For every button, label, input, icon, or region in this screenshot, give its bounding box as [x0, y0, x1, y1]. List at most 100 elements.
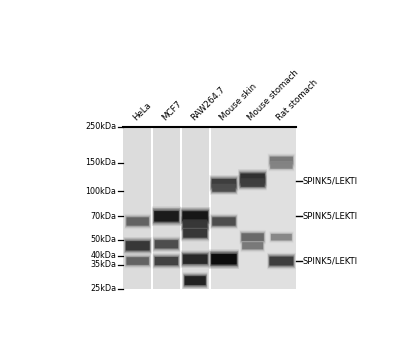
FancyBboxPatch shape — [211, 252, 237, 266]
FancyBboxPatch shape — [211, 254, 236, 264]
FancyBboxPatch shape — [241, 233, 264, 241]
FancyBboxPatch shape — [180, 207, 210, 225]
FancyBboxPatch shape — [181, 217, 209, 230]
FancyBboxPatch shape — [240, 239, 265, 252]
FancyBboxPatch shape — [126, 256, 150, 266]
Bar — [267, 127, 296, 289]
Bar — [180, 127, 182, 289]
Text: 250kDa: 250kDa — [85, 122, 116, 131]
FancyBboxPatch shape — [240, 177, 265, 188]
FancyBboxPatch shape — [126, 257, 149, 265]
FancyBboxPatch shape — [126, 241, 150, 250]
FancyBboxPatch shape — [212, 179, 236, 188]
FancyBboxPatch shape — [269, 160, 294, 171]
FancyBboxPatch shape — [209, 250, 239, 269]
FancyBboxPatch shape — [267, 253, 295, 269]
Text: 70kDa: 70kDa — [90, 212, 116, 221]
Bar — [208, 127, 211, 289]
FancyBboxPatch shape — [126, 216, 150, 227]
FancyBboxPatch shape — [185, 276, 206, 285]
FancyBboxPatch shape — [125, 215, 150, 228]
FancyBboxPatch shape — [184, 275, 206, 286]
FancyBboxPatch shape — [270, 233, 293, 241]
FancyBboxPatch shape — [239, 176, 266, 189]
Text: SPINK5/LEKTI: SPINK5/LEKTI — [303, 257, 358, 266]
FancyBboxPatch shape — [271, 234, 292, 240]
FancyBboxPatch shape — [154, 239, 179, 250]
FancyBboxPatch shape — [124, 214, 151, 229]
Bar — [181, 127, 210, 289]
FancyBboxPatch shape — [185, 276, 206, 285]
FancyBboxPatch shape — [270, 162, 293, 169]
FancyBboxPatch shape — [155, 257, 178, 265]
FancyBboxPatch shape — [210, 181, 238, 195]
Text: 50kDa: 50kDa — [90, 236, 116, 244]
FancyBboxPatch shape — [125, 255, 150, 267]
FancyBboxPatch shape — [240, 231, 265, 243]
FancyBboxPatch shape — [126, 217, 149, 226]
FancyBboxPatch shape — [182, 226, 209, 240]
FancyBboxPatch shape — [124, 237, 152, 254]
FancyBboxPatch shape — [211, 215, 237, 228]
FancyBboxPatch shape — [183, 229, 207, 238]
FancyBboxPatch shape — [239, 230, 266, 244]
FancyBboxPatch shape — [241, 240, 265, 252]
FancyBboxPatch shape — [268, 154, 295, 167]
FancyBboxPatch shape — [211, 179, 236, 188]
Bar — [123, 127, 296, 289]
FancyBboxPatch shape — [154, 240, 178, 248]
Bar — [151, 127, 153, 289]
FancyBboxPatch shape — [269, 155, 294, 166]
Text: MCF7: MCF7 — [160, 99, 183, 123]
FancyBboxPatch shape — [209, 175, 239, 191]
FancyBboxPatch shape — [211, 182, 237, 194]
FancyBboxPatch shape — [240, 173, 265, 183]
FancyBboxPatch shape — [242, 242, 263, 250]
FancyBboxPatch shape — [269, 257, 293, 266]
FancyBboxPatch shape — [213, 217, 235, 225]
FancyBboxPatch shape — [267, 153, 295, 168]
FancyBboxPatch shape — [210, 176, 238, 190]
FancyBboxPatch shape — [126, 241, 150, 251]
FancyBboxPatch shape — [239, 170, 267, 186]
FancyBboxPatch shape — [154, 211, 179, 222]
FancyBboxPatch shape — [181, 208, 210, 224]
FancyBboxPatch shape — [211, 177, 237, 189]
FancyBboxPatch shape — [154, 257, 178, 265]
FancyBboxPatch shape — [183, 228, 208, 239]
FancyBboxPatch shape — [269, 255, 294, 267]
FancyBboxPatch shape — [153, 254, 180, 268]
FancyBboxPatch shape — [125, 240, 150, 252]
FancyBboxPatch shape — [152, 206, 181, 226]
FancyBboxPatch shape — [211, 216, 236, 227]
FancyBboxPatch shape — [269, 160, 293, 170]
FancyBboxPatch shape — [181, 252, 209, 267]
FancyBboxPatch shape — [126, 217, 149, 225]
FancyBboxPatch shape — [270, 161, 293, 169]
FancyBboxPatch shape — [182, 253, 208, 265]
FancyBboxPatch shape — [181, 225, 209, 242]
FancyBboxPatch shape — [238, 169, 267, 188]
FancyBboxPatch shape — [241, 232, 265, 242]
Text: Mouse stomach: Mouse stomach — [246, 69, 301, 123]
FancyBboxPatch shape — [180, 251, 210, 268]
Text: SPINK5/LEKTI: SPINK5/LEKTI — [303, 177, 358, 186]
FancyBboxPatch shape — [153, 209, 180, 223]
FancyBboxPatch shape — [180, 216, 210, 231]
FancyBboxPatch shape — [152, 208, 180, 225]
FancyBboxPatch shape — [183, 274, 207, 288]
FancyBboxPatch shape — [152, 237, 180, 252]
Text: 40kDa: 40kDa — [91, 251, 116, 260]
FancyBboxPatch shape — [211, 183, 236, 193]
FancyBboxPatch shape — [182, 210, 209, 223]
FancyBboxPatch shape — [211, 254, 237, 265]
Bar — [152, 127, 181, 289]
FancyBboxPatch shape — [183, 211, 208, 221]
FancyBboxPatch shape — [241, 178, 265, 187]
FancyBboxPatch shape — [182, 218, 208, 229]
FancyBboxPatch shape — [124, 254, 151, 268]
Text: SPINK5/LEKTI: SPINK5/LEKTI — [303, 212, 358, 221]
FancyBboxPatch shape — [155, 240, 178, 248]
Text: 100kDa: 100kDa — [85, 187, 116, 196]
FancyBboxPatch shape — [268, 254, 295, 268]
